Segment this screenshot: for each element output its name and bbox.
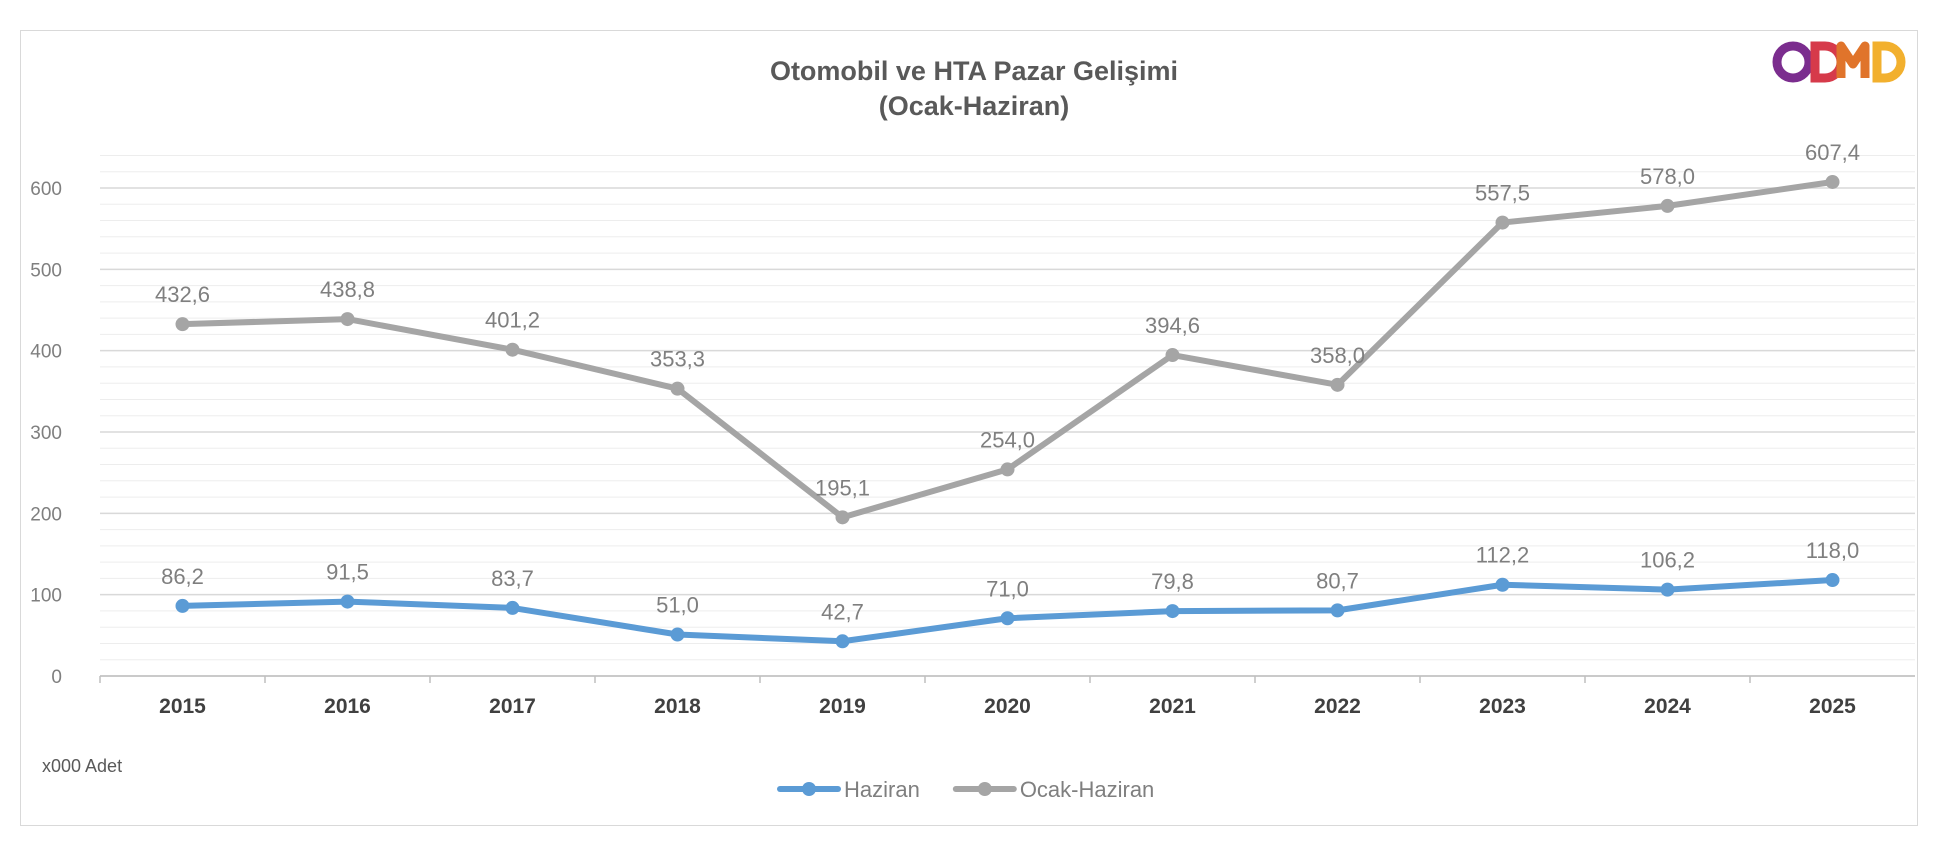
legend-label: Ocak-Haziran	[1020, 777, 1154, 802]
x-tick-label: 2022	[1314, 695, 1361, 718]
y-axis: 0 100 200 300 400 500 600	[30, 179, 62, 688]
y-tick-label: 100	[30, 586, 62, 607]
data-point	[835, 510, 850, 525]
data-label: 51,0	[656, 593, 699, 618]
data-label: 401,2	[485, 308, 540, 333]
data-labels: 86,2 91,5 83,7 51,0 42,7 71,0 79,8 80,7 112,2 106…	[155, 140, 1860, 624]
data-point	[1000, 611, 1015, 626]
chart-subtitle: (Ocak-Haziran)	[879, 91, 1070, 121]
data-point	[1165, 604, 1180, 619]
data-label: 254,0	[980, 427, 1035, 452]
x-tick-label: 2018	[654, 695, 701, 718]
data-point	[340, 594, 355, 609]
data-label: 432,6	[155, 282, 210, 307]
x-tick-label: 2015	[159, 695, 206, 718]
data-label: 358,0	[1310, 343, 1365, 368]
data-point	[1000, 462, 1015, 477]
x-axis: 2015 2016 2017 2018 2019 2020 2021 2022 2023 2024…	[99, 675, 1915, 718]
data-label: 91,5	[326, 560, 369, 585]
data-point	[340, 312, 355, 327]
data-point	[835, 634, 850, 649]
y-tick-label: 600	[30, 179, 62, 200]
y-tick-label: 300	[30, 423, 62, 444]
data-point	[505, 342, 520, 357]
data-point	[1825, 573, 1840, 588]
x-tick-label: 2023	[1479, 695, 1526, 718]
data-point	[670, 627, 685, 642]
data-label: 80,7	[1316, 568, 1359, 593]
data-label: 86,2	[161, 564, 204, 589]
legend-label: Haziran	[844, 777, 920, 802]
data-label: 106,2	[1640, 548, 1695, 573]
data-label: 112,2	[1476, 543, 1529, 568]
data-point	[1495, 577, 1510, 592]
data-point	[505, 600, 520, 615]
data-point	[670, 381, 685, 396]
x-tick-label: 2017	[489, 695, 536, 718]
data-label: 195,1	[815, 475, 870, 500]
x-tick-label: 2021	[1149, 695, 1196, 718]
data-label: 607,4	[1805, 140, 1860, 165]
y-tick-label: 500	[30, 260, 62, 281]
data-point	[1165, 348, 1180, 363]
data-label: 557,5	[1475, 181, 1530, 206]
x-tick-label: 2024	[1644, 695, 1691, 718]
data-point	[1660, 582, 1675, 597]
data-point	[1495, 215, 1510, 230]
chart-frame	[20, 30, 1918, 826]
series-layer	[175, 174, 1840, 649]
data-label: 83,7	[491, 566, 534, 591]
x-tick-label: 2019	[819, 695, 866, 718]
data-label: 578,0	[1640, 164, 1695, 189]
x-tick-label: 2016	[324, 695, 371, 718]
data-label: 394,6	[1145, 313, 1200, 338]
data-point	[1660, 198, 1675, 213]
data-label: 71,0	[986, 576, 1029, 601]
data-label: 118,0	[1806, 538, 1859, 563]
y-tick-label: 0	[51, 667, 62, 688]
data-label: 42,7	[821, 599, 864, 624]
odmd-logo	[1772, 41, 1906, 83]
legend-marker	[802, 782, 816, 796]
data-point	[1330, 603, 1345, 618]
data-label: 79,8	[1151, 569, 1194, 594]
chart-title: Otomobil ve HTA Pazar Gelişimi	[770, 56, 1178, 86]
y-tick-label: 200	[30, 504, 62, 525]
legend-marker	[977, 782, 992, 796]
data-point	[175, 317, 190, 332]
data-label: 438,8	[320, 277, 375, 302]
unit-note: x000 Adet	[42, 756, 122, 776]
data-point	[1330, 377, 1345, 392]
data-label: 353,3	[650, 347, 705, 372]
x-tick-label: 2020	[984, 695, 1031, 718]
legend: Haziran Ocak-Haziran	[777, 777, 1154, 802]
y-tick-label: 400	[30, 342, 62, 363]
x-tick-label: 2025	[1809, 695, 1856, 718]
data-point	[175, 598, 190, 613]
data-point	[1825, 174, 1840, 189]
